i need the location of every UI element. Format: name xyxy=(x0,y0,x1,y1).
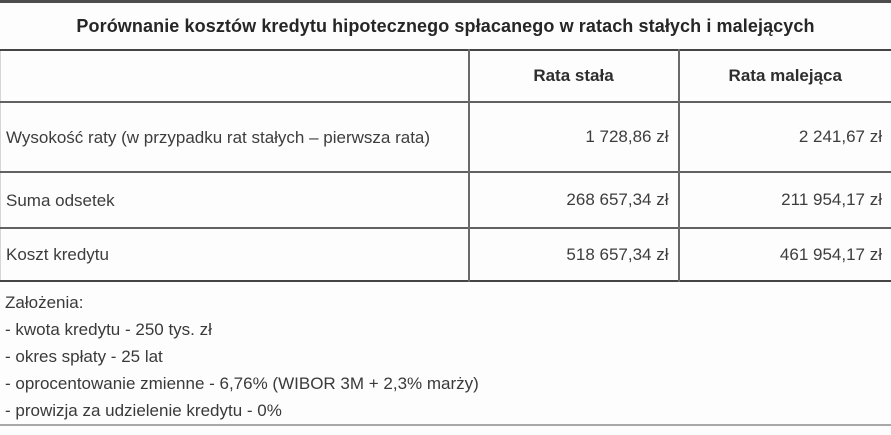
column-header-empty xyxy=(1,50,469,102)
column-header-decreasing-installment: Rata malejąca xyxy=(677,50,891,102)
cell-installment-amount-fixed: 1 728,86 zł xyxy=(467,101,679,172)
cell-installment-amount-decreasing: 2 241,67 zł xyxy=(677,101,891,172)
row-label-total-interest: Suma odsetek xyxy=(0,171,469,228)
table-row: Suma odsetek 268 657,34 zł 211 954,17 zł xyxy=(0,171,891,228)
table-header-row: Rata stała Rata malejąca xyxy=(1,50,891,102)
row-label-installment-amount: Wysokość raty (w przypadku rat stałych –… xyxy=(0,101,469,172)
row-label-loan-cost: Koszt kredytu xyxy=(0,227,469,281)
cell-total-interest-decreasing: 211 954,17 zł xyxy=(677,171,891,228)
loan-comparison-table: Rata stała Rata malejąca Wysokość raty (… xyxy=(0,49,891,282)
cell-loan-cost-fixed: 518 657,34 zł xyxy=(467,227,679,281)
cell-total-interest-fixed: 268 657,34 zł xyxy=(467,171,679,228)
column-header-fixed-installment: Rata stała xyxy=(467,50,679,102)
assumption-commission: - prowizja za udzielenie kredytu - 0% xyxy=(5,401,282,420)
assumption-repayment-period: - okres spłaty - 25 lat xyxy=(5,347,163,366)
assumption-loan-amount: - kwota kredytu - 250 tys. zł xyxy=(5,320,212,339)
cell-loan-cost-decreasing: 461 954,17 zł xyxy=(677,227,891,281)
assumptions-section: Założenia: - kwota kredytu - 250 tys. zł… xyxy=(0,282,891,426)
assumption-interest-rate: - oprocentowanie zmienne - 6,76% (WIBOR … xyxy=(5,374,479,393)
table-row: Wysokość raty (w przypadku rat stałych –… xyxy=(0,101,891,172)
page-title: Porównanie kosztów kredytu hipotecznego … xyxy=(76,15,815,36)
assumptions-heading: Założenia: xyxy=(5,293,84,312)
table-row: Koszt kredytu 518 657,34 zł 461 954,17 z… xyxy=(0,227,891,281)
